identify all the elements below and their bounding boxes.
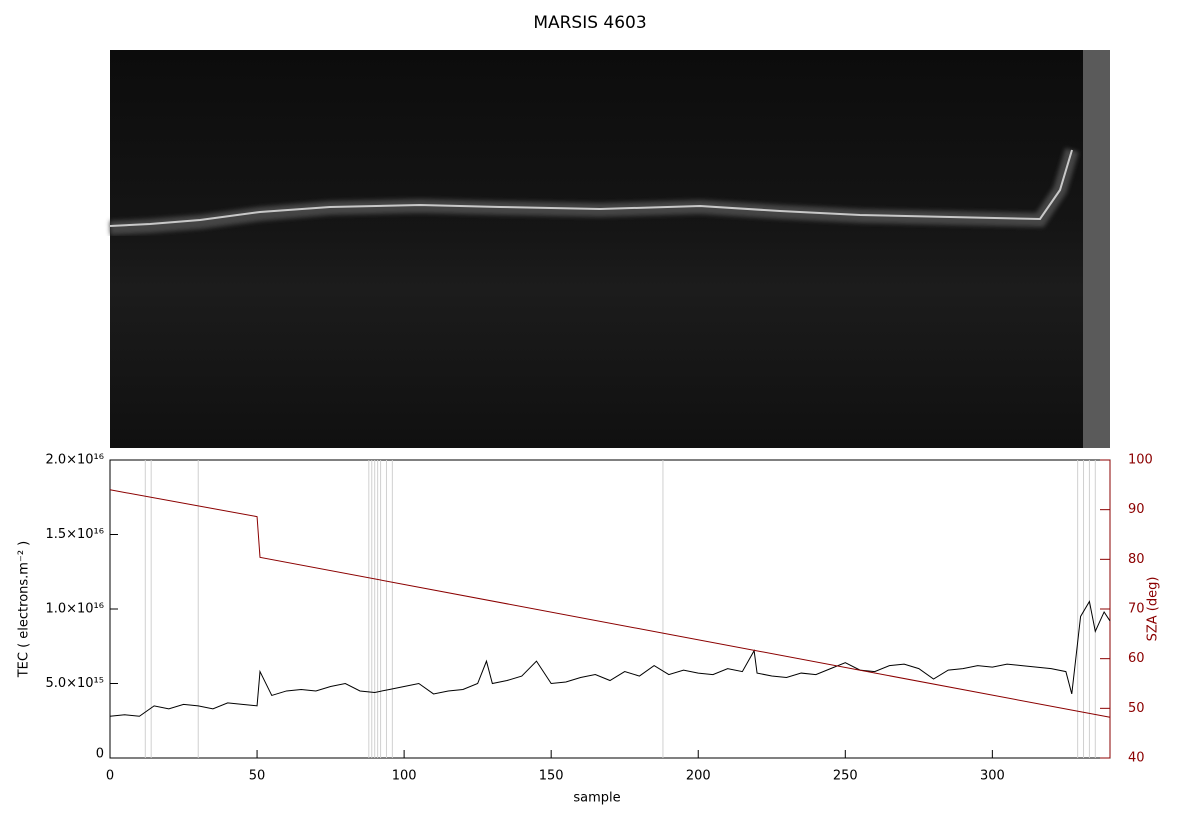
x-tick-label: 50 (249, 769, 266, 784)
x-tick-label: 300 (980, 769, 1005, 784)
y2-tick-label: 90 (1128, 502, 1145, 517)
y2-tick-label: 50 (1128, 701, 1145, 716)
y-tick-label: 1.5×10¹⁶ (45, 527, 104, 542)
x-tick-label: 150 (539, 769, 564, 784)
y2-axis-label: SZA (deg) (1146, 577, 1161, 642)
y2-tick-label: 60 (1128, 651, 1145, 666)
plot-frame (109, 459, 1111, 759)
y-tick-label: 1.0×10¹⁶ (45, 602, 104, 617)
y2-tick-label: 80 (1128, 552, 1145, 567)
y2-tick-label: 40 (1128, 751, 1145, 766)
chart-title: MARSIS 4603 (533, 13, 646, 33)
x-tick-label: 250 (833, 769, 858, 784)
y-axis-label: TEC ( electrons.m⁻² ) (17, 541, 32, 679)
radargram-strip (1083, 50, 1110, 448)
radargram-image (110, 50, 1083, 448)
x-tick-label: 100 (392, 769, 417, 784)
series-line (109, 489, 1111, 718)
y-tick-label: 2.0×10¹⁶ (45, 453, 104, 468)
y2-tick-label: 70 (1128, 602, 1145, 617)
series-line (109, 600, 1111, 717)
radargram (109, 50, 1110, 448)
x-tick-label: 200 (686, 769, 711, 784)
y-tick-label: 5.0×10¹⁵ (45, 676, 104, 691)
y2-tick-label: 100 (1128, 453, 1153, 468)
x-tick-label: 0 (106, 769, 114, 784)
y-tick-label: 0 (96, 747, 104, 762)
surface-echo (109, 149, 1073, 227)
x-axis-label: sample (573, 791, 620, 806)
